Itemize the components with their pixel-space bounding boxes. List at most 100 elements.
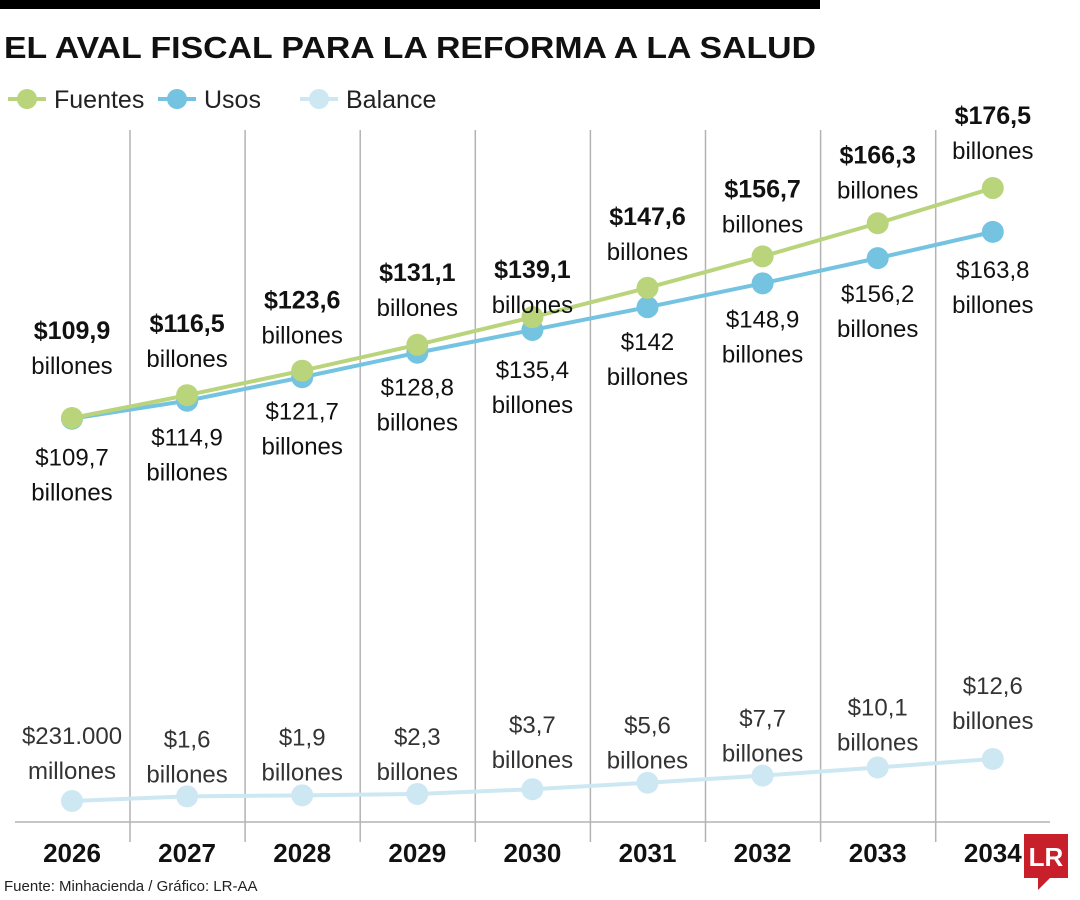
x-tick-label: 2029 bbox=[388, 838, 446, 868]
data-label-value: $114,9 bbox=[151, 425, 223, 452]
chart-title: EL AVAL FISCAL PARA LA REFORMA A LA SALU… bbox=[4, 30, 816, 65]
data-point-balance bbox=[981, 747, 1004, 770]
data-label-unit: billones bbox=[607, 748, 688, 775]
data-point-usos bbox=[636, 296, 659, 319]
data-label-value: $231.000 bbox=[22, 723, 122, 750]
lr-logo: LR bbox=[1024, 834, 1068, 890]
data-point-fuentes bbox=[751, 245, 774, 268]
data-label-value: $139,1 bbox=[494, 256, 571, 284]
legend-label-balance: Balance bbox=[346, 86, 436, 114]
data-label-value: $128,8 bbox=[381, 375, 454, 402]
data-label-unit: billones bbox=[262, 433, 343, 460]
data-label-unit: billones bbox=[492, 392, 573, 419]
source-note: Fuente: Minhacienda / Gráfico: LR-AA bbox=[4, 878, 257, 895]
data-point-fuentes bbox=[636, 276, 659, 299]
x-tick-label: 2028 bbox=[273, 838, 331, 868]
data-label-unit: billones bbox=[377, 410, 458, 437]
data-label-value: $156,7 bbox=[724, 175, 800, 203]
data-label-value: $116,5 bbox=[150, 310, 225, 338]
data-label-unit: billones bbox=[377, 759, 458, 786]
data-label-value: $12,6 bbox=[963, 673, 1023, 700]
data-label-unit: billones bbox=[607, 239, 688, 266]
x-tick-label: 2031 bbox=[619, 838, 677, 868]
legend-marker bbox=[309, 89, 329, 109]
data-label-unit: billones bbox=[722, 341, 803, 368]
data-label-value: $148,9 bbox=[726, 306, 799, 333]
data-point-fuentes bbox=[521, 306, 544, 329]
grid bbox=[15, 130, 1050, 842]
data-label-value: $131,1 bbox=[379, 259, 456, 287]
data-label-unit: billones bbox=[492, 292, 573, 319]
data-label-value: $1,9 bbox=[279, 724, 326, 751]
data-point-fuentes bbox=[866, 212, 889, 235]
data-point-balance bbox=[521, 778, 544, 801]
data-point-balance bbox=[291, 784, 314, 807]
legend-marker bbox=[167, 89, 187, 109]
x-tick-label: 2027 bbox=[158, 838, 216, 868]
data-label-unit: billones bbox=[146, 460, 227, 487]
data-label-value: $123,6 bbox=[264, 287, 340, 315]
data-point-balance bbox=[866, 756, 889, 779]
x-tick-label: 2033 bbox=[849, 838, 907, 868]
data-point-fuentes bbox=[406, 333, 429, 356]
data-label-unit: billones bbox=[837, 177, 918, 204]
data-point-usos bbox=[866, 247, 889, 270]
data-label-unit: billones bbox=[722, 741, 803, 768]
data-point-usos bbox=[751, 272, 774, 295]
data-label-unit: billones bbox=[492, 747, 573, 774]
data-label-value: $109,9 bbox=[34, 317, 110, 345]
data-label-unit: billones bbox=[262, 759, 343, 786]
data-label-unit: billones bbox=[952, 138, 1033, 165]
data-label-unit: billones bbox=[837, 729, 918, 756]
data-label-value: $135,4 bbox=[496, 357, 569, 384]
data-label-unit: billones bbox=[377, 295, 458, 322]
data-label-value: $147,6 bbox=[609, 203, 685, 231]
data-label-unit: billones bbox=[607, 364, 688, 391]
x-tick-label: 2026 bbox=[43, 838, 101, 868]
legend: Fuentes Usos Balance bbox=[8, 86, 436, 114]
legend-marker bbox=[17, 89, 37, 109]
data-label-value: $163,8 bbox=[956, 257, 1029, 284]
data-label-unit: billones bbox=[952, 292, 1033, 319]
top-bar bbox=[0, 0, 820, 9]
x-tick-label: 2032 bbox=[734, 838, 792, 868]
data-point-fuentes bbox=[176, 384, 199, 407]
data-point-fuentes bbox=[291, 359, 314, 382]
data-label-unit: billones bbox=[31, 480, 112, 507]
data-label-unit: billones bbox=[837, 316, 918, 343]
data-label-unit: billones bbox=[952, 708, 1033, 735]
data-point-fuentes bbox=[981, 177, 1004, 200]
data-label-value: $5,6 bbox=[624, 713, 671, 740]
data-label-value: $3,7 bbox=[509, 712, 556, 739]
data-label-value: $10,1 bbox=[848, 694, 908, 721]
data-label-value: $1,6 bbox=[164, 726, 211, 753]
data-point-usos bbox=[981, 220, 1004, 243]
data-point-balance bbox=[406, 782, 429, 805]
data-label-value: $142 bbox=[621, 329, 674, 356]
data-label-unit: billones bbox=[262, 323, 343, 350]
data-point-balance bbox=[751, 764, 774, 787]
data-point-fuentes bbox=[61, 407, 83, 429]
legend-label-fuentes: Fuentes bbox=[54, 86, 144, 114]
data-label-unit: billones bbox=[31, 353, 112, 380]
x-tick-label: 2034 bbox=[964, 838, 1022, 868]
legend-label-usos: Usos bbox=[204, 86, 261, 114]
data-label-value: $2,3 bbox=[394, 724, 441, 751]
data-point-balance bbox=[636, 771, 659, 794]
x-tick-label: 2030 bbox=[503, 838, 561, 868]
data-label-unit: billones bbox=[146, 346, 227, 373]
data-label-value: $166,3 bbox=[839, 141, 915, 169]
svg-text:LR: LR bbox=[1029, 842, 1064, 872]
data-label-value: $109,7 bbox=[35, 445, 108, 472]
data-label-value: $7,7 bbox=[739, 706, 786, 733]
data-label-unit: billones bbox=[146, 761, 227, 788]
data-label-unit: billones bbox=[722, 211, 803, 238]
data-label-value: $156,2 bbox=[841, 281, 914, 308]
data-label-unit: millones bbox=[28, 758, 116, 785]
data-label-value: $176,5 bbox=[955, 102, 1032, 130]
data-label-value: $121,7 bbox=[265, 398, 338, 425]
series-layer: $231.000 millones $1,6 billones $1,9 billones… bbox=[22, 102, 1033, 812]
x-axis: 2026 2027 2028 2029 2030 2031 2032 2033 2034 bbox=[43, 838, 1022, 868]
data-point-balance bbox=[176, 785, 199, 808]
